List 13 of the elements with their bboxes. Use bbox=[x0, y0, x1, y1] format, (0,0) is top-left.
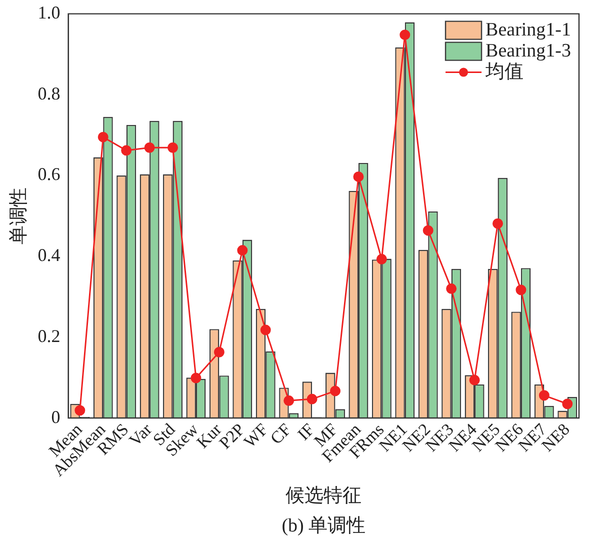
y-tick-label: 0.2 bbox=[38, 326, 60, 346]
y-tick-label: 0 bbox=[51, 406, 60, 427]
legend-label: Bearing1-3 bbox=[486, 40, 572, 62]
x-tick-label: CF bbox=[266, 420, 295, 448]
y-tick-label: 0.4 bbox=[38, 245, 60, 266]
y-axis-title: 单调性 bbox=[8, 187, 30, 244]
legend-label: Bearing1-1 bbox=[486, 19, 572, 40]
y-tick-label: 0.8 bbox=[38, 83, 60, 104]
y-tick-label: 0.6 bbox=[38, 164, 60, 184]
x-axis-title: 候选特征 bbox=[286, 486, 362, 507]
y-tick-label: 1.0 bbox=[38, 2, 60, 23]
text: (b) 单调性 bbox=[282, 515, 366, 536]
legend-label: 均值 bbox=[484, 61, 524, 82]
